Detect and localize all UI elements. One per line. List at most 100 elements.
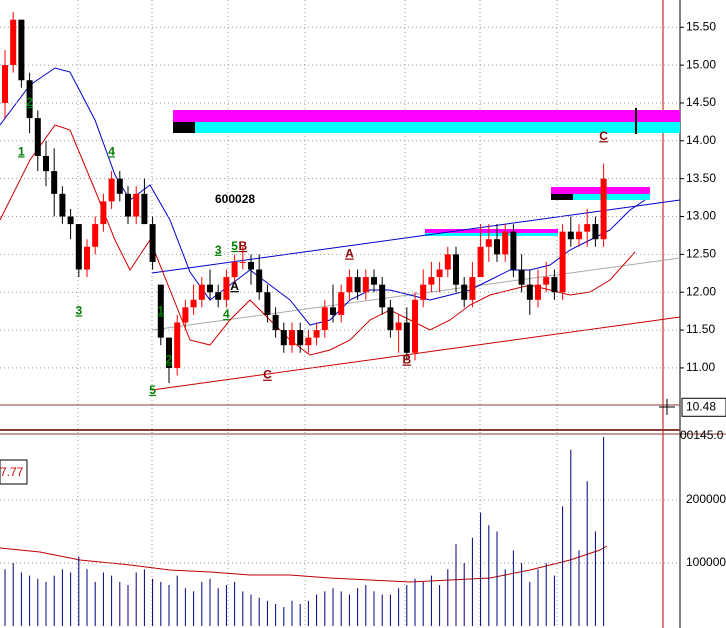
trend-line (151, 316, 681, 391)
indicator-label: 7.77 (0, 465, 24, 479)
trend-line (151, 257, 681, 331)
candle-body (600, 178, 607, 240)
candle-body (256, 269, 263, 293)
candle-body (444, 254, 451, 270)
y-tick-label: 12.00 (686, 284, 716, 298)
wave-label: 5 (231, 239, 238, 253)
candle-body (190, 299, 197, 308)
candle-body (198, 284, 205, 300)
y-tick-label: 13.50 (686, 171, 716, 185)
candle-body (174, 322, 181, 368)
candle-body (338, 292, 345, 315)
wave-label: 5 (149, 383, 156, 397)
candle-body (182, 307, 189, 323)
candle-body (330, 307, 336, 315)
candle-body (92, 224, 99, 247)
candle-body (248, 261, 254, 270)
candle-body (100, 201, 107, 225)
candle-body (403, 322, 410, 353)
candle-body (272, 314, 279, 331)
candle-body (26, 80, 33, 119)
candle-body (412, 299, 418, 353)
moving-average (0, 124, 636, 356)
indicator-box (0, 459, 28, 485)
candle-body (567, 231, 574, 240)
candle-body (166, 337, 172, 368)
candle-body (239, 261, 246, 263)
date-grid (77, 0, 558, 628)
candle-body (551, 277, 558, 293)
candle-body (10, 19, 17, 66)
y-tick-label: 12.50 (686, 247, 716, 261)
candle-body (18, 19, 25, 81)
wave-label: A (230, 279, 239, 293)
y-tick-label: 14.00 (686, 133, 716, 147)
wave-label: B (238, 239, 247, 253)
wave-label: 4 (108, 144, 115, 158)
candle-body (379, 284, 386, 308)
candle-body (305, 337, 312, 346)
volume-current: 00145.0 (680, 428, 724, 442)
candle-body (485, 239, 492, 247)
candle-body (535, 284, 541, 300)
candle-body (395, 322, 402, 331)
candle-body (502, 231, 509, 255)
candle-body (149, 224, 156, 262)
zone-bar (173, 110, 680, 122)
zone-bar (173, 122, 680, 133)
candle-body (133, 193, 140, 217)
candle-body (280, 330, 287, 346)
candle-body (494, 239, 500, 255)
candle-body (469, 277, 476, 300)
candle-body (321, 307, 328, 331)
zone-bar (551, 187, 650, 194)
wave-label: 2 (26, 95, 33, 109)
wave-label: 3 (75, 303, 82, 317)
wave-label: 1 (18, 144, 25, 158)
candle-body (231, 261, 238, 278)
y-tick-label: 11.50 (686, 322, 715, 336)
y-tick-label: 2000000 (686, 492, 726, 506)
candle-body (592, 224, 599, 240)
y-tick-label: 11.00 (686, 360, 715, 374)
zone-bar (551, 194, 650, 200)
wave-label: B (402, 353, 411, 367)
candle-body (461, 284, 468, 300)
candle-body (141, 193, 148, 225)
candle-body (207, 284, 213, 293)
y-tick-label: 1000000 (686, 555, 726, 569)
candle-body (543, 277, 550, 285)
candle-body (67, 216, 74, 225)
candle-body (387, 307, 394, 331)
candle-body (453, 254, 459, 285)
candle-body (371, 277, 377, 285)
candle-body (362, 277, 369, 293)
candle-body (313, 330, 320, 338)
wave-label: 2 (166, 353, 173, 367)
candle-body (436, 269, 443, 278)
candle-body (584, 224, 591, 232)
zone-bar (551, 194, 573, 200)
wave-label: 1 (157, 303, 164, 317)
candle-body (84, 246, 90, 270)
crosshair (659, 399, 675, 415)
candle-body (559, 231, 566, 293)
candle-body (157, 284, 164, 338)
y-tick-label: 13.00 (686, 209, 716, 223)
candle-body (526, 284, 533, 300)
candle-body (510, 231, 517, 270)
candle-body (477, 246, 484, 278)
wave-label: 3 (215, 243, 222, 257)
candle-body (518, 269, 525, 285)
candle-body (420, 284, 427, 300)
y-tick-label: 15.50 (686, 19, 716, 33)
zone-bar (425, 233, 558, 236)
candle-body (223, 277, 230, 300)
wave-label: C (599, 129, 608, 143)
wave-label: C (263, 368, 272, 382)
candle-body (354, 277, 361, 293)
candle-body (34, 118, 41, 156)
candle-body (264, 292, 271, 315)
